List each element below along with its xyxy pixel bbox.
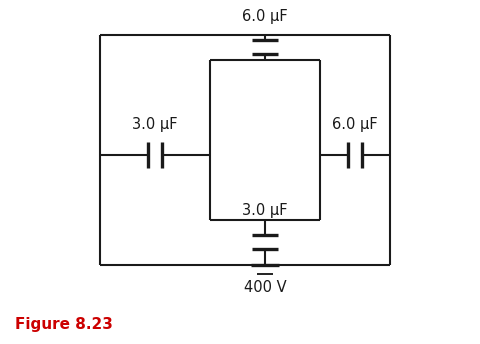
Text: Figure 8.23: Figure 8.23: [15, 318, 113, 333]
Text: 6.0 μF: 6.0 μF: [242, 10, 288, 24]
Text: 400 V: 400 V: [244, 279, 286, 294]
Text: 3.0 μF: 3.0 μF: [242, 203, 288, 217]
Text: 3.0 μF: 3.0 μF: [132, 118, 178, 132]
Text: 6.0 μF: 6.0 μF: [332, 118, 378, 132]
